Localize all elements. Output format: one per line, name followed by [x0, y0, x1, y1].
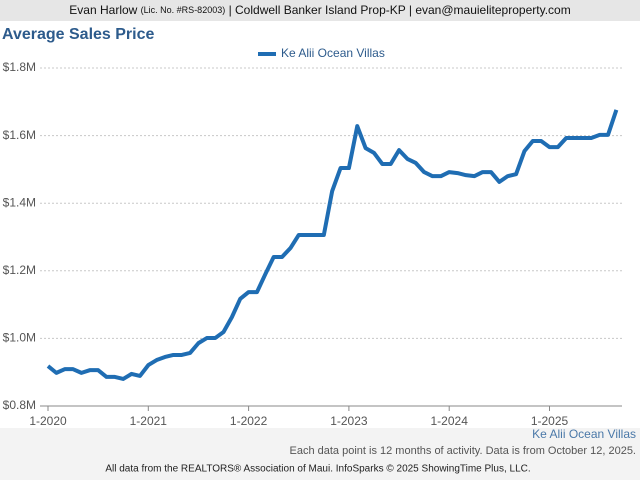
y-tick-label: $1.8M: [3, 60, 36, 74]
series-line: [46, 109, 619, 381]
y-tick-label: $1.4M: [3, 195, 36, 209]
y-tick-label: $1.6M: [3, 128, 36, 142]
footer-bar: [0, 428, 640, 480]
note: Each data point is 12 months of activity…: [290, 445, 636, 457]
x-tick-label: 1-2025: [531, 414, 569, 428]
chart-title: Average Sales Price: [2, 26, 155, 43]
agent-name: Evan Harlow: [69, 3, 137, 17]
x-tick-label: 1-2020: [29, 414, 67, 428]
header-bar: [0, 0, 640, 21]
x-tick-label: 1-2022: [230, 414, 268, 428]
y-tick-label: $0.8M: [3, 398, 36, 412]
header: Evan Harlow (Lic. No. #RS-82003) | Coldw…: [69, 3, 570, 17]
credit: All data from the REALTORS® Association …: [105, 464, 530, 475]
series-caption: Ke Alii Ocean Villas: [532, 427, 636, 441]
x-tick-label: 1-2023: [330, 414, 368, 428]
legend-label: Ke Alii Ocean Villas: [281, 46, 385, 60]
y-tick-label: $1.0M: [3, 331, 36, 345]
agent-info: | Coldwell Banker Island Prop-KP | evan@…: [229, 3, 571, 17]
x-tick-label: 1-2024: [431, 414, 469, 428]
license: (Lic. No. #RS-82003): [141, 5, 226, 15]
y-tick-label: $1.2M: [3, 263, 36, 277]
x-tick-label: 1-2021: [130, 414, 168, 428]
